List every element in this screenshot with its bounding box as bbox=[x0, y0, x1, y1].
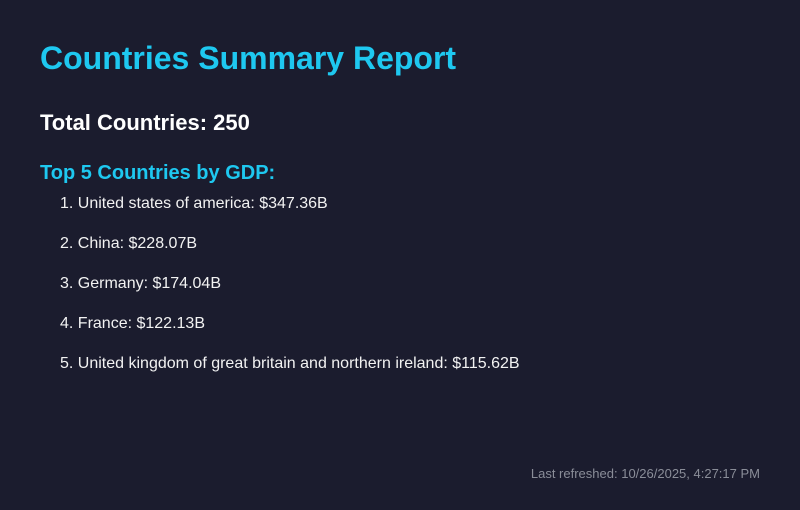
list-item: 2. China: $228.07B bbox=[60, 235, 198, 252]
rank-number: 1. bbox=[60, 195, 74, 212]
total-countries-value: 250 bbox=[213, 110, 250, 135]
top-countries-list: 1. United states of america: $347.36B 2.… bbox=[60, 192, 520, 392]
country-name: Germany bbox=[77, 275, 144, 292]
total-countries-label: Total Countries: bbox=[40, 110, 208, 135]
country-gdp: $174.04B bbox=[152, 275, 221, 292]
country-gdp: $122.13B bbox=[136, 315, 205, 332]
total-countries: Total Countries: 250 bbox=[40, 108, 250, 138]
country-name: United states of america bbox=[77, 195, 251, 212]
rank-number: 5. bbox=[60, 355, 74, 372]
last-refreshed-timestamp: 10/26/2025, 4:27:17 PM bbox=[621, 466, 760, 481]
last-refreshed-label: Last refreshed: bbox=[530, 466, 618, 481]
list-item: 3. Germany: $174.04B bbox=[60, 275, 221, 292]
page-title: Countries Summary Report bbox=[40, 40, 457, 76]
country-name: France bbox=[77, 315, 128, 332]
rank-number: 3. bbox=[60, 275, 74, 292]
list-item: 5. United kingdom of great britain and n… bbox=[60, 355, 520, 372]
country-gdp: $228.07B bbox=[128, 235, 198, 252]
list-item: 4. France: $122.13B bbox=[60, 315, 205, 332]
report-container: Countries Summary Report Total Countries… bbox=[40, 0, 760, 510]
rank-number: 4. bbox=[60, 315, 74, 332]
top-countries-heading: Top 5 Countries by GDP: bbox=[40, 162, 276, 184]
country-gdp: $347.36B bbox=[259, 195, 328, 212]
rank-number: 2. bbox=[60, 235, 74, 252]
list-item: 1. United states of america: $347.36B bbox=[60, 195, 328, 212]
country-name: United kingdom of great britain and nort… bbox=[77, 355, 444, 372]
country-gdp: $115.62B bbox=[452, 355, 520, 372]
country-name: China bbox=[77, 235, 120, 252]
last-refreshed: Last refreshed: 10/26/2025, 4:27:17 PM bbox=[531, 465, 760, 483]
